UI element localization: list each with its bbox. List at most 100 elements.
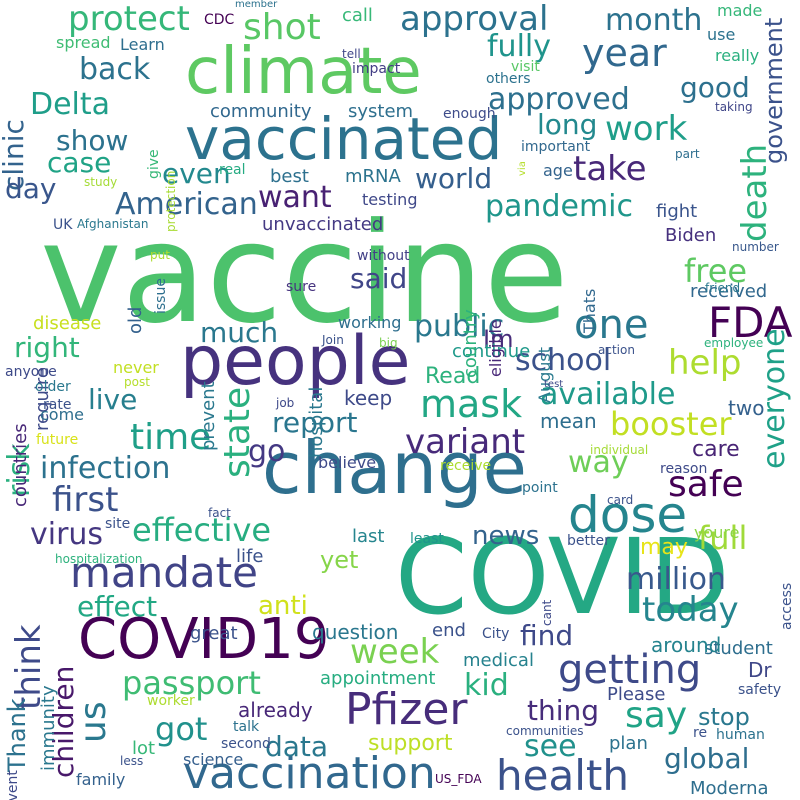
word-case: case <box>47 146 112 179</box>
word-second: second <box>221 736 271 752</box>
word-already: already <box>238 698 313 722</box>
word-post: post <box>124 375 150 389</box>
word-keep: keep <box>344 386 393 410</box>
word-working: working <box>338 313 402 332</box>
word-science: science <box>183 750 244 769</box>
word-us: us <box>73 701 114 744</box>
word-lot: lot <box>132 738 156 759</box>
word-card: card <box>607 493 634 507</box>
word-right: right <box>14 331 80 364</box>
word-immunity: immunity <box>38 685 59 772</box>
word-medical: medical <box>463 650 534 671</box>
word-tell: tell <box>342 47 361 61</box>
word-employee: employee <box>704 336 764 350</box>
word-continue: continue <box>452 341 531 362</box>
word-via: via <box>517 161 528 176</box>
word-way: way <box>568 445 629 480</box>
word-re: re <box>693 725 708 741</box>
word-full: full <box>698 519 748 557</box>
word-time: time <box>130 417 212 458</box>
word-pandemic: pandemic <box>485 189 633 224</box>
word-prevent: prevent <box>198 380 219 451</box>
word-american: American <box>115 187 258 222</box>
word-human: human <box>716 727 765 743</box>
word-others: others <box>486 71 531 87</box>
word-government: government <box>760 17 788 164</box>
word-less: less <box>120 754 144 768</box>
word-work: work <box>605 109 688 149</box>
word-taking: taking <box>715 100 753 114</box>
word-call: call <box>342 5 373 26</box>
word-great: great <box>190 623 238 644</box>
word-give: give <box>146 148 162 179</box>
word-show: show <box>56 124 129 157</box>
word-safe: safe <box>668 464 744 505</box>
word-fully: fully <box>487 29 551 64</box>
word-action: action <box>598 343 635 357</box>
word-health: health <box>496 751 629 800</box>
word-back: back <box>79 52 151 87</box>
word-without: without <box>357 248 410 264</box>
word-support: support <box>368 731 453 756</box>
word-hospital: hospital <box>306 387 327 459</box>
word-approval: approval <box>400 0 549 39</box>
word-hospitalization: hospitalization <box>55 552 143 566</box>
word-passport: passport <box>122 664 261 702</box>
word-variant: variant <box>405 422 526 462</box>
word-may: may <box>640 535 688 560</box>
word-public: public <box>414 309 505 344</box>
word-one: one <box>574 302 649 348</box>
word-rate: rate <box>43 397 72 413</box>
word-live: live <box>88 383 138 416</box>
word-year: year <box>582 31 667 75</box>
word-approved: approved <box>488 82 630 117</box>
word-delta: Delta <box>30 87 111 122</box>
word-booster: booster <box>610 405 732 443</box>
word-around: around <box>651 633 722 657</box>
word-future: future <box>36 432 79 448</box>
word-testing: testing <box>362 190 418 209</box>
word-protection: protection <box>164 170 178 232</box>
word-stop: stop <box>698 703 750 731</box>
word-least: least <box>410 531 444 547</box>
word-number: number <box>732 240 779 254</box>
word-long: long <box>537 108 598 141</box>
word-best: best <box>270 166 309 187</box>
word-enough: enough <box>443 106 496 122</box>
word-impact: impact <box>352 61 401 77</box>
word-come: come <box>40 405 85 424</box>
word-kid: kid <box>464 668 509 703</box>
word-fda: FDA <box>708 298 793 347</box>
word-fight: fight <box>656 201 698 222</box>
word-fact: fact <box>208 506 231 520</box>
word-access: access <box>779 583 795 631</box>
word-friend: friend <box>705 281 741 295</box>
word-say: say <box>625 695 688 736</box>
word-never: never <box>113 358 159 377</box>
word-month: month <box>605 3 703 38</box>
word-find: find <box>520 619 574 652</box>
word-shot: shot <box>243 7 321 48</box>
word-report: report <box>272 406 358 439</box>
word-end: end <box>432 620 466 641</box>
word-help: help <box>668 343 742 383</box>
word-read: Read <box>425 364 481 389</box>
word-good: good <box>680 71 750 104</box>
word-appointment: appointment <box>320 668 436 689</box>
word-big: big <box>379 336 398 350</box>
word-individual: individual <box>590 443 649 457</box>
word-thing: thing <box>527 694 600 727</box>
word-reason: reason <box>660 461 708 477</box>
word-climate: climate <box>185 35 422 109</box>
word-uk: UK <box>53 217 73 233</box>
word-believe: believe <box>318 453 377 472</box>
word-student: student <box>704 638 773 659</box>
word-take: take <box>573 149 647 189</box>
word-system: system <box>348 101 414 122</box>
word-mean: mean <box>540 409 597 433</box>
word-much: much <box>200 316 279 349</box>
word-see: see <box>524 729 577 764</box>
word-mask: mask <box>420 382 523 426</box>
word-received: received <box>690 281 768 302</box>
word-communities: communities <box>506 724 584 738</box>
